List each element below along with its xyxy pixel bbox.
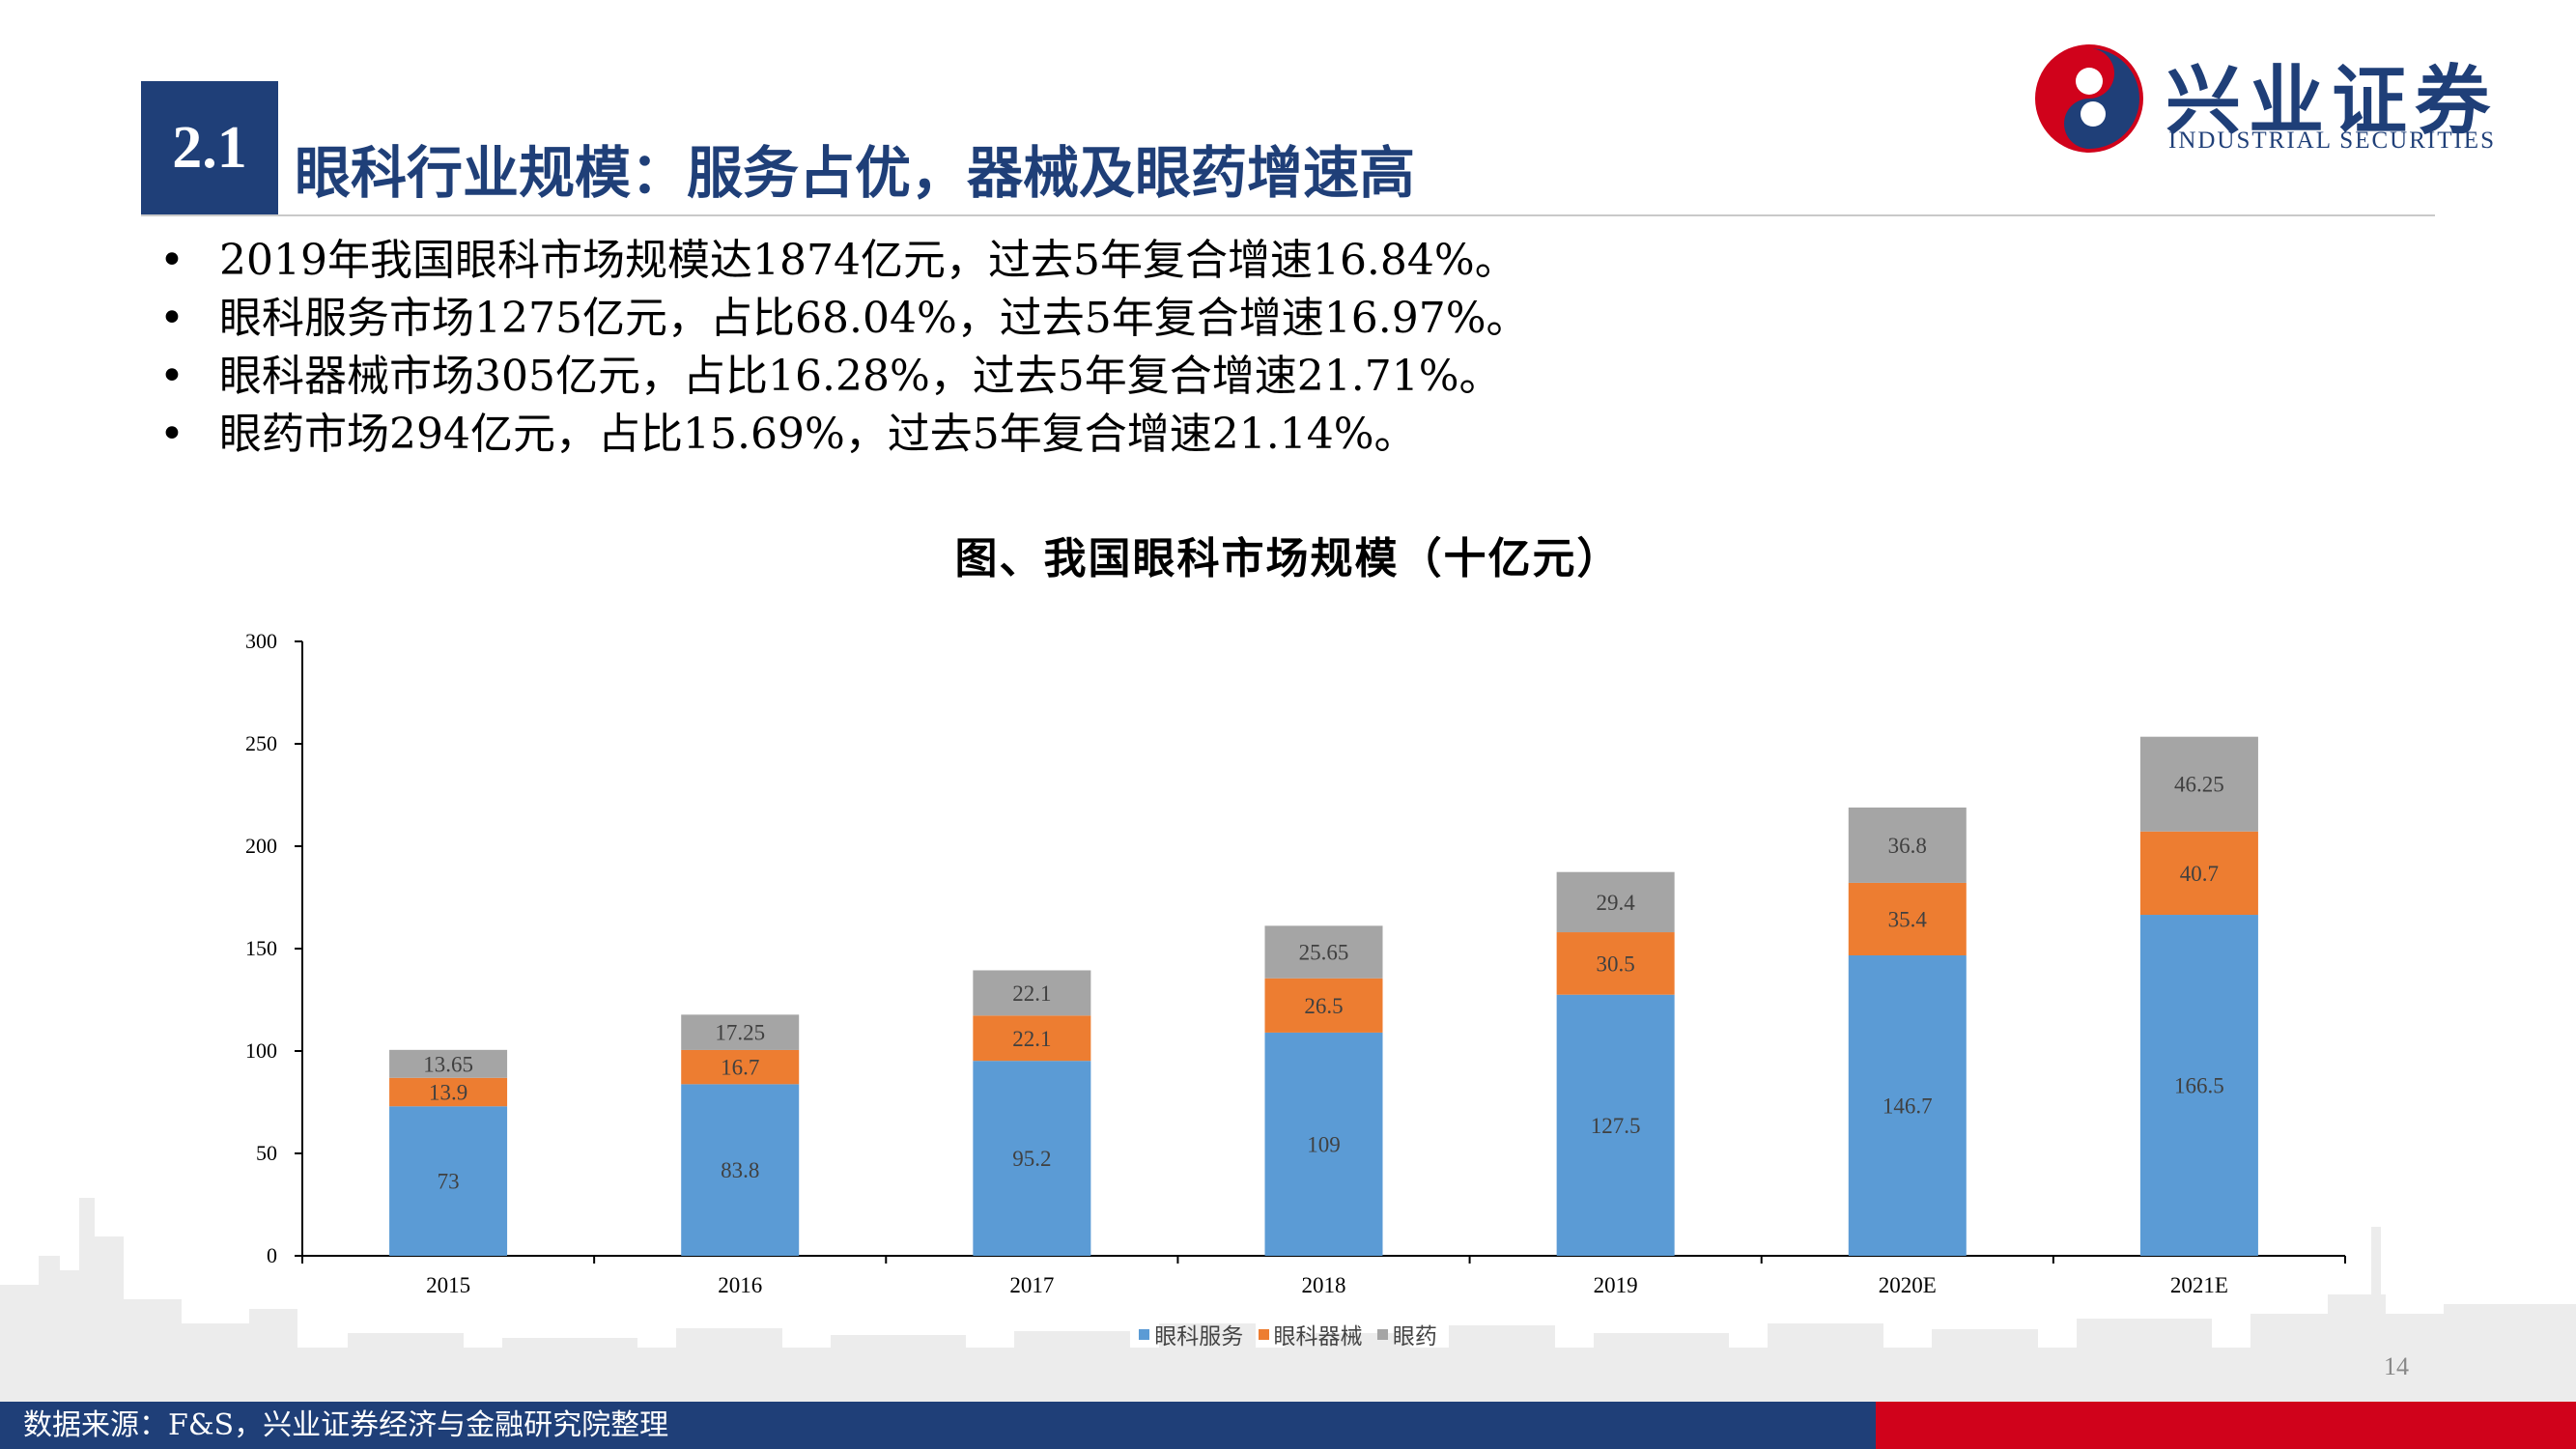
bullet-dot: • xyxy=(159,410,184,459)
data-label: 95.2 xyxy=(1012,1147,1051,1171)
data-label: 83.8 xyxy=(721,1158,759,1182)
bullet-text: 眼科服务市场1275亿元，占比68.04%，过去5年复合增速16.97%。 xyxy=(219,294,1529,343)
legend-label: 眼科器械 xyxy=(1273,1324,1363,1350)
logo-name-cn: 兴业证券 xyxy=(2166,57,2499,145)
data-label: 109 xyxy=(1307,1132,1341,1156)
bullet-item: • 眼科服务市场1275亿元，占比68.04%，过去5年复合增速16.97%。 xyxy=(159,290,1529,348)
data-label: 30.5 xyxy=(1597,952,1635,976)
x-tick-label: 2018 xyxy=(1302,1273,1346,1297)
legend-item: 眼药 xyxy=(1376,1318,1437,1350)
bullet-text: 眼科器械市场305亿元，占比16.28%，过去5年复合增速21.71%。 xyxy=(219,352,1502,401)
x-tick-label: 2020E xyxy=(1879,1273,1937,1297)
data-label: 40.7 xyxy=(2180,862,2219,886)
bar-segment xyxy=(973,1061,1091,1256)
x-tick-label: 2015 xyxy=(426,1273,470,1297)
key-points-list: • 2019年我国眼科市场规模达1874亿元，过去5年复合增速16.84%。 • 眼… xyxy=(159,232,1529,464)
bullet-dot: • xyxy=(159,236,184,285)
bullet-item: • 2019年我国眼科市场规模达1874亿元，过去5年复合增速16.84%。 xyxy=(159,232,1529,290)
bar-segment xyxy=(1556,932,1675,995)
data-label: 35.4 xyxy=(1888,907,1928,931)
bar-segment xyxy=(973,970,1091,1016)
data-label: 166.5 xyxy=(2174,1074,2224,1098)
bar-segment xyxy=(389,1049,508,1078)
data-label: 16.7 xyxy=(721,1056,759,1080)
bar-segment xyxy=(1848,807,1967,883)
logo-mark-icon xyxy=(2035,44,2143,153)
legend-label: 眼科服务 xyxy=(1154,1324,1244,1350)
bar-segment xyxy=(1848,882,1967,955)
data-label: 22.1 xyxy=(1012,981,1051,1006)
chart-title: 图、我国眼科市场规模（十亿元） xyxy=(954,534,1622,583)
bar-segment xyxy=(1848,954,1967,1256)
data-label: 29.4 xyxy=(1597,891,1636,915)
legend-item: 眼科器械 xyxy=(1258,1318,1363,1350)
bar-segment xyxy=(973,1015,1091,1062)
bar-segment xyxy=(681,1014,800,1050)
chart-legend: 眼科服务 眼科器械 眼药 xyxy=(0,1318,2576,1350)
y-tick-label: 200 xyxy=(245,834,277,858)
x-tick-label: 2016 xyxy=(718,1273,762,1297)
bar-segment xyxy=(1556,994,1675,1256)
footer-bar-blue xyxy=(0,1402,1876,1449)
legend-swatch xyxy=(1376,1328,1388,1340)
bar-segment xyxy=(2139,831,2258,916)
data-label: 26.5 xyxy=(1304,994,1343,1018)
legend-swatch xyxy=(1258,1328,1269,1340)
data-label: 13.65 xyxy=(423,1052,473,1076)
bar-segment xyxy=(1264,925,1383,979)
data-label: 46.25 xyxy=(2174,773,2224,797)
footer-bar-red xyxy=(1876,1402,2576,1449)
y-tick-label: 100 xyxy=(245,1038,277,1063)
page-number: 14 xyxy=(2384,1352,2409,1380)
legend-item: 眼科服务 xyxy=(1139,1318,1243,1350)
bullet-item: • 眼科器械市场305亿元，占比16.28%，过去5年复合增速21.71%。 xyxy=(159,348,1529,406)
y-tick-label: 250 xyxy=(245,731,277,755)
legend-swatch xyxy=(1139,1328,1150,1340)
x-tick-label: 2017 xyxy=(1009,1273,1054,1297)
x-tick-label: 2021E xyxy=(2170,1273,2228,1297)
company-logo: 兴业证券 INDUSTRIAL SECURITIES xyxy=(2033,41,2535,166)
bar-segment xyxy=(389,1077,508,1107)
y-tick-label: 50 xyxy=(256,1141,277,1165)
data-label: 73 xyxy=(438,1170,460,1194)
section-number-badge: 2.1 xyxy=(141,81,278,214)
bar-segment xyxy=(389,1106,508,1256)
bar-segment xyxy=(2139,736,2258,832)
data-label: 22.1 xyxy=(1012,1027,1051,1051)
data-label: 17.25 xyxy=(715,1021,765,1045)
data-source-note: 数据来源：F&S，兴业证券经济与金融研究院整理 xyxy=(23,1408,669,1442)
bar-segment xyxy=(681,1084,800,1256)
page-title: 眼科行业规模：服务占优，器械及眼药增速高 xyxy=(295,140,1416,206)
y-tick-label: 150 xyxy=(245,936,277,960)
bullet-dot: • xyxy=(159,352,184,401)
bar-segment xyxy=(1264,1032,1383,1256)
title-divider xyxy=(141,214,2435,216)
bullet-text: 2019年我国眼科市场规模达1874亿元，过去5年复合增速16.84%。 xyxy=(219,236,1517,285)
bar-segment xyxy=(681,1049,800,1085)
bar-segment xyxy=(2139,915,2258,1256)
data-label: 13.9 xyxy=(429,1081,467,1105)
bar-segment xyxy=(1556,871,1675,933)
y-tick-label: 300 xyxy=(245,629,277,653)
data-label: 146.7 xyxy=(1882,1094,1933,1118)
y-tick-label: 0 xyxy=(267,1243,277,1267)
data-label: 36.8 xyxy=(1888,834,1927,858)
bar-segment xyxy=(1264,978,1383,1033)
bullet-dot: • xyxy=(159,294,184,343)
data-label: 25.65 xyxy=(1299,941,1349,965)
legend-label: 眼药 xyxy=(1392,1324,1437,1350)
x-tick-label: 2019 xyxy=(1594,1273,1638,1297)
bullet-item: • 眼药市场294亿元，占比15.69%，过去5年复合增速21.14%。 xyxy=(159,406,1529,464)
bullet-text: 眼药市场294亿元，占比15.69%，过去5年复合增速21.14%。 xyxy=(219,410,1417,459)
data-label: 127.5 xyxy=(1591,1114,1641,1138)
logo-name-en: INDUSTRIAL SECURITIES xyxy=(2168,128,2496,154)
